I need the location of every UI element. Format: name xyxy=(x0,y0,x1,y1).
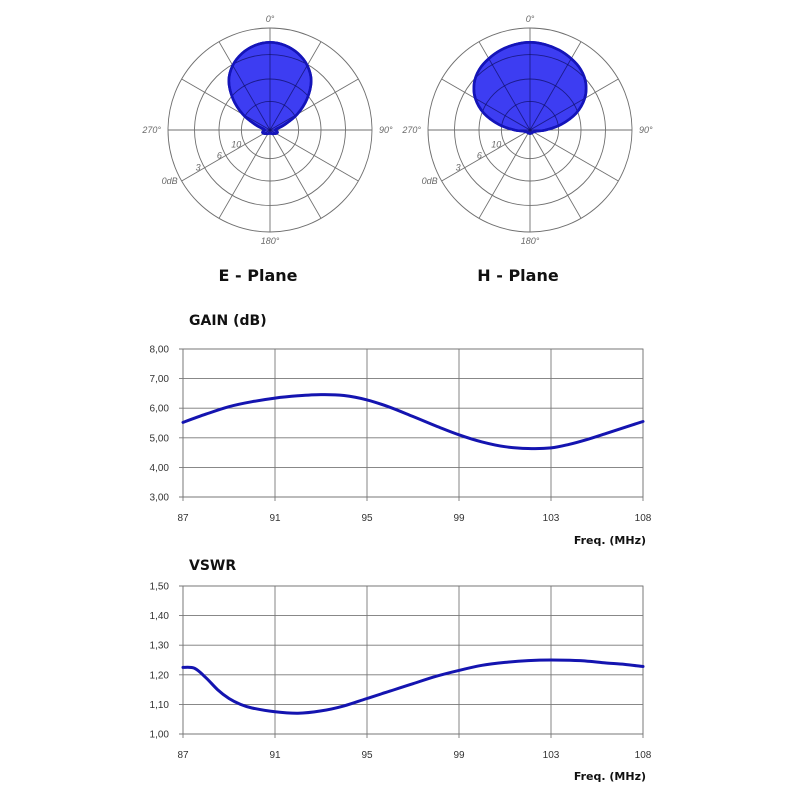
chart-title: GAIN (dB) xyxy=(189,313,267,329)
polar-radial-label: 6 xyxy=(217,151,222,161)
polar-angle-label: 0° xyxy=(526,14,535,24)
polar-chart-h-plane: 0° 90° 180° 270° 10 6 3 0dB H - Plane xyxy=(401,14,653,285)
polar-spoke xyxy=(218,129,271,219)
polar-angle-label: 0° xyxy=(266,14,275,24)
polar-spoke xyxy=(269,129,359,182)
polar-radial-label: 10 xyxy=(231,139,241,149)
polar-radial-label: 6 xyxy=(477,151,482,161)
y-tick-label: 3,00 xyxy=(150,493,170,504)
plot-frame xyxy=(182,348,644,498)
chart-title: VSWR xyxy=(189,558,236,574)
radiation-lobe-outline xyxy=(472,40,588,135)
polar-radial-label: 3 xyxy=(196,163,201,173)
x-tick-label: 87 xyxy=(177,513,189,524)
polar-spoke xyxy=(441,129,531,182)
polar-angle-label: 270° xyxy=(401,125,421,135)
plot-frame xyxy=(182,585,644,735)
y-tick-label: 1,20 xyxy=(150,670,170,681)
polar-title: H - Plane xyxy=(477,266,559,285)
x-tick-label: 108 xyxy=(635,513,652,524)
y-tick-label: 1,50 xyxy=(150,582,170,593)
y-tick-label: 7,00 xyxy=(150,374,170,385)
vswr-chart: 1,00 1,10 1,20 1,30 1,40 1,50 87 91 95 99 103 108 VS… xyxy=(150,558,652,783)
polar-spoke xyxy=(181,129,271,182)
x-tick-label: 108 xyxy=(635,750,652,761)
polar-angle-label: 180° xyxy=(521,236,540,246)
y-tick-label: 8,00 xyxy=(150,345,170,356)
polar-title: E - Plane xyxy=(219,266,298,285)
x-tick-label: 99 xyxy=(453,513,465,524)
polar-angle-label: 90° xyxy=(379,125,393,135)
x-tick-label: 95 xyxy=(361,513,373,524)
polar-spoke xyxy=(529,129,619,182)
polar-radial-label: 10 xyxy=(491,139,501,149)
polar-spoke xyxy=(478,129,531,219)
x-tick-label: 87 xyxy=(177,750,189,761)
x-tick-label: 103 xyxy=(543,513,560,524)
x-tick-label: 91 xyxy=(269,750,281,761)
series-line xyxy=(181,393,645,451)
x-tick-label: 99 xyxy=(453,750,465,761)
y-tick-label: 6,00 xyxy=(150,404,170,415)
y-tick-label: 1,30 xyxy=(150,641,170,652)
polar-spoke xyxy=(269,129,322,219)
series-line xyxy=(181,658,645,715)
polar-chart-e-plane: 0° 90° 180° 270° 10 6 3 0dB E - Plane xyxy=(141,14,393,285)
polar-angle-label: 90° xyxy=(639,125,653,135)
y-tick-label: 1,00 xyxy=(150,730,170,741)
x-tick-label: 95 xyxy=(361,750,373,761)
x-axis-title: Freq. (MHz) xyxy=(574,534,646,547)
y-tick-label: 5,00 xyxy=(150,433,170,444)
polar-spoke xyxy=(529,129,582,219)
polar-angle-label: 180° xyxy=(261,236,280,246)
polar-radial-label: 3 xyxy=(456,163,461,173)
y-tick-label: 1,10 xyxy=(150,700,170,711)
x-axis-title: Freq. (MHz) xyxy=(574,770,646,783)
polar-angle-label: 270° xyxy=(141,125,161,135)
x-tick-label: 91 xyxy=(269,513,281,524)
polar-radial-label: 0dB xyxy=(422,176,438,186)
radiation-lobe-outline xyxy=(227,40,313,136)
polar-radial-label: 0dB xyxy=(162,176,178,186)
y-tick-label: 4,00 xyxy=(150,463,170,474)
gain-chart: 3,00 4,00 5,00 6,00 7,00 8,00 87 91 95 99 103 108 GA… xyxy=(150,313,652,547)
y-tick-label: 1,40 xyxy=(150,611,170,622)
x-tick-label: 103 xyxy=(543,750,560,761)
